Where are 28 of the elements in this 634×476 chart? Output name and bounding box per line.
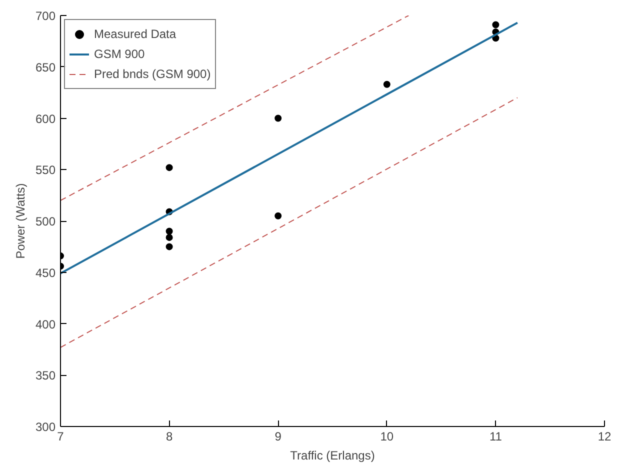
x-axis-title: Traffic (Erlangs) xyxy=(290,448,375,462)
y-tick-label: 450 xyxy=(35,266,56,280)
legend-label: Pred bnds (GSM 900) xyxy=(94,67,211,81)
legend-label: Measured Data xyxy=(94,27,176,41)
y-tick-label: 500 xyxy=(35,214,56,228)
y-tick-label: 550 xyxy=(35,163,56,178)
point xyxy=(492,21,500,28)
x-tick-label: 10 xyxy=(380,430,394,444)
x-tick-label: 9 xyxy=(274,430,282,444)
y-tick-label: 400 xyxy=(35,317,56,332)
y-tick-label: 300 xyxy=(35,420,56,434)
y-tick-label: 600 xyxy=(35,112,56,126)
point xyxy=(166,243,173,250)
point xyxy=(166,228,173,235)
x-tick-label: 12 xyxy=(598,430,612,444)
x-tick-label: 8 xyxy=(166,430,173,444)
point xyxy=(274,114,282,122)
y-tick-label: 350 xyxy=(35,368,56,383)
point xyxy=(166,164,173,172)
x-tick-label: 7 xyxy=(57,430,64,444)
y-axis-title: Power (Watts) xyxy=(13,183,28,259)
y-tick-label: 700 xyxy=(35,9,56,23)
legend-label: GSM 900 xyxy=(94,47,145,61)
point xyxy=(383,80,390,88)
point xyxy=(166,234,173,241)
y-tick-label: 650 xyxy=(35,60,56,74)
x-tick-label: 11 xyxy=(489,430,502,444)
point xyxy=(274,212,282,220)
